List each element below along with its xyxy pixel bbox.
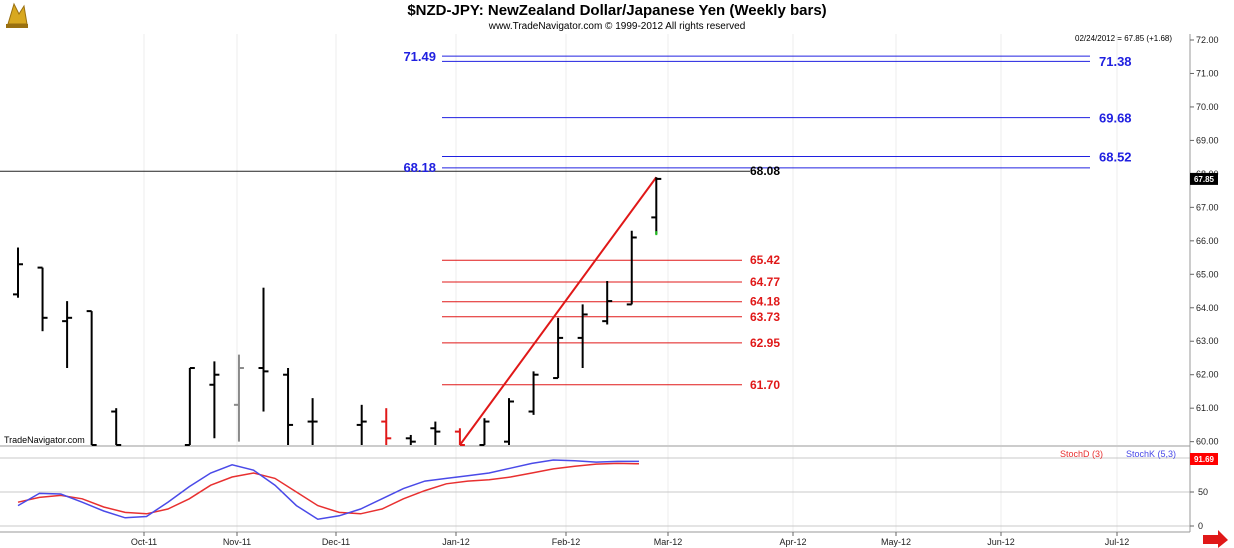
ohlc-bar <box>307 398 318 445</box>
stoch-y-tick-label: 50 <box>1198 487 1208 497</box>
y-tick-label: 66.00 <box>1196 236 1219 246</box>
x-tick-label: Dec-11 <box>322 537 350 547</box>
x-tick-label: Oct-11 <box>131 537 157 547</box>
stoch-series-line <box>17 462 640 515</box>
y-tick-label: 64.00 <box>1196 303 1219 313</box>
x-tick-label: Feb-12 <box>552 537 581 547</box>
y-tick-label: 60.00 <box>1196 437 1219 447</box>
legend-stoch-k: StochK (5,3) <box>1126 449 1176 459</box>
legend-stoch-d: StochD (3) <box>1060 449 1103 459</box>
ohlc-bar <box>626 230 637 306</box>
y-tick-label: 65.00 <box>1196 269 1219 279</box>
stoch-axis-ticks: 0 50 <box>1190 487 1208 531</box>
last-quote: 02/24/2012 = 67.85 (+1.68) <box>1075 34 1172 43</box>
ohlc-bar <box>504 398 514 445</box>
y-tick-label: 63.00 <box>1196 336 1219 346</box>
stochastic-lines <box>17 459 640 520</box>
ohlc-bar <box>553 317 564 380</box>
y-tick-label: 72.00 <box>1196 35 1219 45</box>
price-axis-ticks: 60.00 61.00 62.00 63.00 64.00 65.00 66.00 67.00… <box>1190 35 1219 447</box>
resistance-label-right: 71.38 <box>1099 54 1132 69</box>
x-tick-label: Apr-12 <box>779 537 806 547</box>
support-label: 62.95 <box>750 336 780 350</box>
ohlc-bar <box>528 371 539 415</box>
resistance-label-left: 68.18 <box>403 160 436 175</box>
resistance-label-right: 68.52 <box>1099 149 1132 164</box>
support-label: 64.18 <box>750 295 780 309</box>
ohlc-bar <box>184 367 195 446</box>
y-tick-label: 67.00 <box>1196 202 1219 212</box>
support-label: 64.77 <box>750 275 780 289</box>
ohlc-bar <box>405 434 416 445</box>
ohlc-bar <box>62 301 73 369</box>
stoch-y-tick-label: 0 <box>1198 521 1203 531</box>
trend-line <box>459 176 658 446</box>
time-axis-ticks: Oct-11 Nov-11 Dec-11 Jan-12 Feb-12 Mar-12 Apr-… <box>131 532 1129 547</box>
ohlc-bar <box>233 354 244 442</box>
price-bars <box>13 177 662 446</box>
stoch-series-line <box>17 459 639 520</box>
x-tick-label: Jul-12 <box>1105 537 1130 547</box>
ohlc-bar <box>111 408 122 446</box>
stoch-grid <box>0 447 1190 531</box>
watermark: TradeNavigator.com <box>4 435 85 445</box>
support-label: 61.70 <box>750 378 780 392</box>
x-tick-label: Mar-12 <box>654 537 683 547</box>
ohlc-bar <box>13 247 23 298</box>
support-label: 65.42 <box>750 253 780 267</box>
ohlc-bar <box>651 177 662 235</box>
ohlc-bar <box>602 280 613 325</box>
copyright-text: www.TradeNavigator.com © 1999-2012 All r… <box>488 21 746 32</box>
resistance-label-right: 69.68 <box>1099 111 1132 126</box>
ohlc-bar <box>209 361 220 439</box>
resistance-label-left: 71.49 <box>403 49 436 64</box>
svg-text:67.85: 67.85 <box>1194 175 1215 184</box>
chart-title: $NZD-JPY: NewZealand Dollar/Japanese Yen… <box>407 2 826 19</box>
y-tick-label: 70.00 <box>1196 102 1219 112</box>
stoch-value-tag: 91.69 <box>1190 453 1218 465</box>
ohlc-bar <box>86 310 97 446</box>
x-tick-label: Jun-12 <box>987 537 1015 547</box>
y-tick-label: 69.00 <box>1196 135 1219 145</box>
ohlc-bar <box>258 287 269 412</box>
last-price-tag: 67.85 <box>1190 172 1218 185</box>
ohlc-bar <box>454 428 465 446</box>
pivot-label: 68.08 <box>750 164 780 178</box>
scroll-right-arrow-icon[interactable] <box>1203 530 1228 548</box>
logo-icon <box>6 2 28 28</box>
x-tick-label: May-12 <box>881 537 911 547</box>
ohlc-bar <box>283 368 294 445</box>
svg-text:91.69: 91.69 <box>1194 455 1215 464</box>
ohlc-bar <box>37 266 48 332</box>
y-tick-label: 61.00 <box>1196 403 1219 413</box>
support-label: 63.73 <box>750 310 780 324</box>
y-tick-label: 62.00 <box>1196 370 1219 380</box>
y-tick-label: 71.00 <box>1196 68 1219 78</box>
ohlc-bar <box>577 304 588 369</box>
price-grid <box>143 34 1118 445</box>
ohlc-bar <box>430 421 441 445</box>
x-tick-label: Nov-11 <box>223 537 251 547</box>
trend-line-segment <box>459 176 658 446</box>
ohlc-bar <box>479 418 490 446</box>
ohlc-bar <box>356 404 367 445</box>
x-tick-label: Jan-12 <box>442 537 470 547</box>
ohlc-bar <box>381 408 392 445</box>
